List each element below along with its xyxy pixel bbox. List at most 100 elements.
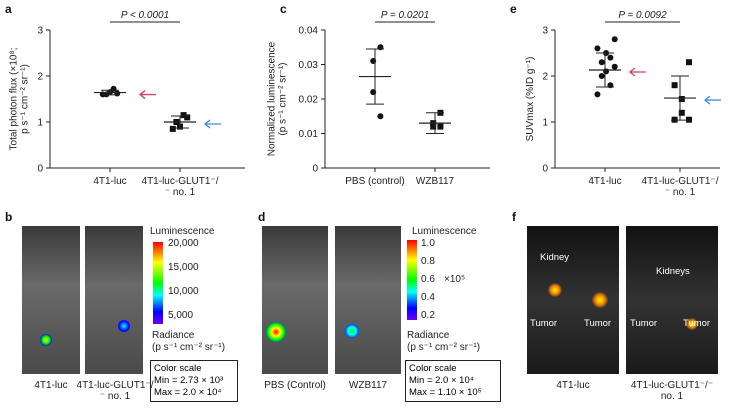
bar-tick: 0.2: [421, 310, 435, 321]
organ-label: Kidney: [540, 252, 570, 263]
y-tick-label: 2: [542, 72, 548, 83]
scale-title: Color scale: [409, 363, 457, 374]
y-tick-label: 3: [542, 26, 548, 37]
error-bar: [101, 89, 119, 96]
p-value: P = 0.0201: [381, 10, 429, 21]
error-bar: [366, 48, 384, 105]
p-value: P < 0.0001: [121, 10, 169, 21]
y-axis-label: (p s⁻¹ cm⁻² sr⁻¹): [278, 62, 289, 135]
image-label: 4T1-luc: [34, 380, 68, 391]
mouse-image: [335, 226, 401, 374]
scale-max: Max = 2.0 × 10⁴: [154, 387, 222, 398]
image-label: WZB117: [348, 380, 388, 391]
data-point: [607, 54, 614, 61]
uptake: [592, 292, 608, 308]
scale-min: Min = 2.73 × 10³: [154, 375, 224, 386]
panel-letter: c: [280, 2, 287, 16]
scale-min: Min = 2.0 × 10⁴: [409, 375, 474, 386]
uptake: [686, 318, 698, 330]
image-label: PBS (Control): [264, 380, 326, 391]
y-tick-label: 0: [312, 164, 318, 175]
data-point: [180, 112, 187, 119]
y-tick-label: 3: [37, 26, 43, 37]
radiance: Radiance: [152, 330, 195, 341]
data-point: [430, 123, 437, 130]
image-label: 4T1-luc-GLUT1⁻/⁻ no. 1: [76, 380, 154, 402]
panel-letter: b: [5, 210, 13, 224]
data-point: [598, 59, 605, 66]
y-tick-label: 0.01: [299, 129, 319, 140]
data-point: [594, 91, 601, 98]
y-tick-label: 0: [542, 164, 548, 175]
radiance: Radiance: [407, 330, 450, 341]
data-point: [686, 59, 692, 66]
data-point: [671, 82, 678, 89]
data-point: [184, 114, 191, 121]
signal: [118, 320, 130, 332]
data-point: [603, 68, 610, 75]
signal: [345, 324, 359, 338]
organ-label: Tumor: [584, 318, 612, 329]
y-tick-label: 0.03: [299, 60, 319, 71]
x-tick-label: 4T1-luc-GLUT1⁻/⁻ no. 1: [141, 176, 219, 198]
data-point: [598, 73, 605, 79]
data-point: [437, 123, 444, 130]
scale-box: Color scale Min = 2.73 × 10³ Max = 2.0 × 1…: [150, 360, 238, 402]
x-tick-label: 4T1-luc: [588, 176, 622, 187]
x-tick-label: 4T1-luc-GLUT1⁻/⁻ no. 1: [641, 176, 719, 198]
x-tick-label: WZB117: [415, 176, 455, 187]
mouse-image: [22, 226, 80, 374]
scale-title: Color scale: [154, 363, 202, 374]
y-tick-label: 0.04: [299, 26, 319, 37]
uptake: [548, 283, 562, 297]
bar-tick: 0.4: [421, 292, 435, 303]
scale-box: Color scale Min = 2.0 × 10⁴ Max = 1.10 × 1…: [405, 360, 501, 402]
bar-tick: 0.6: [421, 274, 435, 285]
y-axis-label: Total photon flux (×10⁸;: [9, 48, 20, 151]
bar-tick: 10,000: [168, 286, 199, 297]
radiance-units: (p s⁻¹ cm⁻² sr⁻¹): [407, 342, 481, 353]
legend-title: Luminescence: [412, 226, 477, 237]
y-tick-label: 1: [37, 118, 43, 129]
mouse-image: [262, 226, 328, 374]
x-tick-label: 4T1-luc: [93, 176, 127, 187]
y-tick-label: 1: [542, 118, 548, 129]
y-tick-label: 0.02: [299, 95, 319, 106]
arrow: [703, 95, 721, 105]
error-bar: [671, 75, 689, 121]
error-bar: [171, 115, 189, 129]
bar-tick: 0.8: [421, 256, 435, 267]
organ-label: Tumor: [530, 318, 558, 329]
signal: [266, 322, 286, 342]
panel-letter: d: [258, 210, 266, 224]
mouse-image: [85, 226, 143, 374]
y-axis-label: Normalized luminescence: [267, 41, 278, 156]
data-point: [169, 125, 176, 132]
organ-label: Tumor: [630, 318, 658, 329]
data-point: [678, 109, 685, 116]
data-point: [377, 113, 384, 120]
data-point: [678, 96, 685, 102]
panel-letter: e: [510, 2, 517, 16]
error-bar: [596, 52, 614, 88]
arrow: [203, 119, 221, 129]
arrow: [628, 67, 646, 77]
organ-label: Tumor: [683, 318, 711, 329]
organ-label: Kidneys: [656, 266, 690, 277]
pet-image: [626, 226, 718, 374]
data-point: [110, 85, 117, 92]
y-tick-label: 0: [37, 164, 43, 175]
arrow: [138, 90, 156, 100]
bar-unit: ×10⁵: [444, 274, 466, 285]
legend-title: Luminescence: [150, 226, 215, 237]
bar-tick: 1.0: [421, 238, 435, 249]
bar-tick: 15,000: [168, 262, 199, 273]
data-point: [611, 36, 618, 43]
image-label: 4T1-luc-GLUT1⁻/⁻ no. 1: [630, 380, 714, 402]
data-point: [611, 63, 618, 70]
panel-letter: a: [5, 2, 12, 16]
bar-tick: 5,000: [168, 310, 194, 321]
colorbar: [153, 242, 163, 324]
